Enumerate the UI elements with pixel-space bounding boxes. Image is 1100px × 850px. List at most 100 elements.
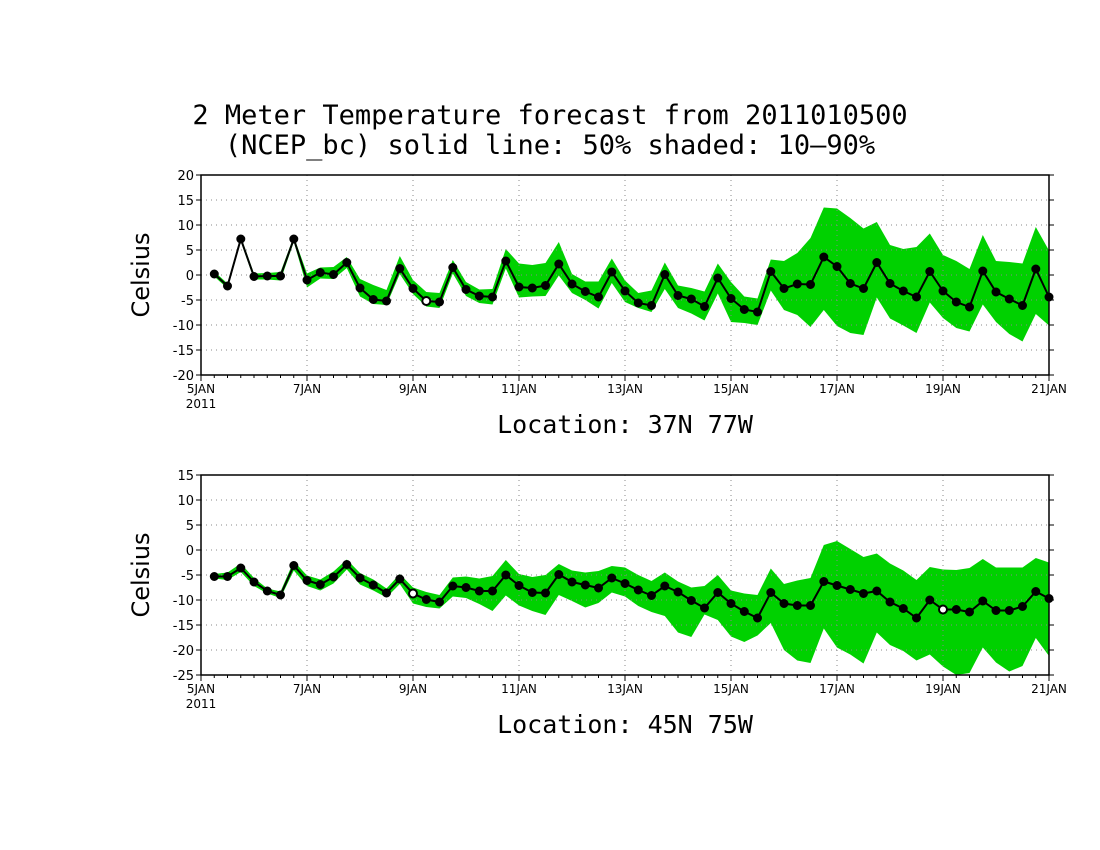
x-tick-label: 13JAN	[607, 682, 643, 696]
median-point	[991, 287, 1001, 297]
median-point	[700, 302, 709, 311]
median-point	[236, 563, 246, 573]
median-point	[753, 613, 762, 623]
y-tick-label: 10	[177, 494, 194, 509]
median-point	[355, 573, 365, 583]
x-tick-label: 13JAN	[607, 382, 643, 396]
median-point	[686, 294, 696, 304]
median-point	[567, 279, 577, 289]
median-point	[395, 264, 405, 273]
median-point	[382, 588, 391, 598]
y-tick-label: -15	[173, 344, 194, 359]
median-point	[965, 302, 974, 312]
median-point	[885, 597, 895, 607]
median-point	[951, 297, 961, 307]
median-point	[554, 570, 564, 579]
median-point	[739, 607, 749, 616]
median-point	[633, 298, 643, 308]
median-point	[845, 279, 855, 288]
median-point	[488, 292, 497, 302]
median-point	[514, 282, 524, 292]
x-tick-label: 15JAN	[713, 682, 749, 696]
median-point	[541, 588, 550, 598]
median-point	[700, 603, 709, 613]
median-point	[925, 267, 935, 276]
median-point	[978, 266, 988, 276]
median-point	[223, 572, 232, 581]
median-point	[991, 606, 1001, 615]
median-point	[1031, 264, 1041, 274]
y-axis-label: Celsius	[127, 532, 155, 617]
x-tick-label: 21JAN	[1031, 382, 1067, 396]
median-point	[1004, 606, 1014, 615]
median-point	[633, 585, 643, 595]
x-tick-label: 17JAN	[819, 382, 855, 396]
y-tick-label: -15	[173, 619, 194, 634]
median-point	[249, 272, 259, 281]
median-point	[567, 577, 577, 587]
median-point	[368, 580, 378, 590]
y-tick-label: 15	[177, 469, 194, 484]
y-tick-label: -5	[181, 294, 194, 309]
median-point	[647, 301, 656, 310]
median-point	[647, 591, 656, 600]
median-point	[355, 283, 365, 293]
median-point	[315, 268, 325, 277]
median-point	[1018, 301, 1027, 310]
y-tick-label: -5	[181, 569, 194, 584]
median-point	[686, 596, 696, 605]
y-tick-label: 10	[177, 219, 194, 234]
median-point	[527, 283, 537, 293]
median-point	[262, 586, 272, 596]
median-point	[209, 572, 219, 581]
median-point	[872, 258, 882, 267]
x-tick-label: 19JAN	[925, 382, 961, 396]
median-point	[859, 589, 868, 598]
median-point	[474, 291, 484, 301]
y-tick-label: 0	[186, 269, 194, 284]
x-tick-label: 5JAN	[187, 382, 215, 396]
median-point	[289, 561, 299, 570]
median-point	[660, 270, 670, 279]
median-point	[832, 262, 842, 271]
median-point	[368, 295, 378, 304]
median-point	[766, 267, 776, 276]
median-point	[514, 581, 524, 590]
x-tick-sublabel: 2011	[186, 397, 217, 411]
median-point	[276, 590, 285, 600]
x-tick-label: 17JAN	[819, 682, 855, 696]
x-tick-label: 9JAN	[399, 382, 427, 396]
median-point	[965, 607, 974, 617]
median-point	[925, 595, 935, 605]
median-point	[315, 580, 325, 589]
median-point	[938, 604, 948, 615]
median-point	[342, 560, 352, 569]
y-tick-label: -10	[173, 319, 194, 334]
median-point	[236, 234, 246, 244]
median-point	[541, 281, 550, 290]
median-point	[885, 279, 895, 288]
median-point	[501, 570, 511, 580]
median-point	[249, 577, 259, 587]
median-point	[395, 574, 405, 584]
median-line	[214, 563, 1050, 620]
median-point	[1031, 587, 1041, 596]
median-point	[620, 579, 630, 588]
median-point	[779, 599, 789, 608]
x-tick-label: 7JAN	[293, 382, 321, 396]
y-tick-label: 0	[186, 544, 194, 559]
median-point	[739, 305, 749, 314]
y-tick-label: 20	[177, 169, 194, 184]
median-point	[461, 583, 471, 592]
location-label: Location: 37N 77W	[497, 410, 754, 439]
median-point	[329, 572, 338, 582]
y-tick-label: 5	[186, 244, 194, 259]
median-point	[660, 581, 670, 591]
median-point	[726, 294, 736, 303]
median-point	[872, 586, 882, 596]
median-point	[912, 292, 921, 302]
median-point	[845, 585, 855, 594]
median-point	[342, 258, 352, 267]
